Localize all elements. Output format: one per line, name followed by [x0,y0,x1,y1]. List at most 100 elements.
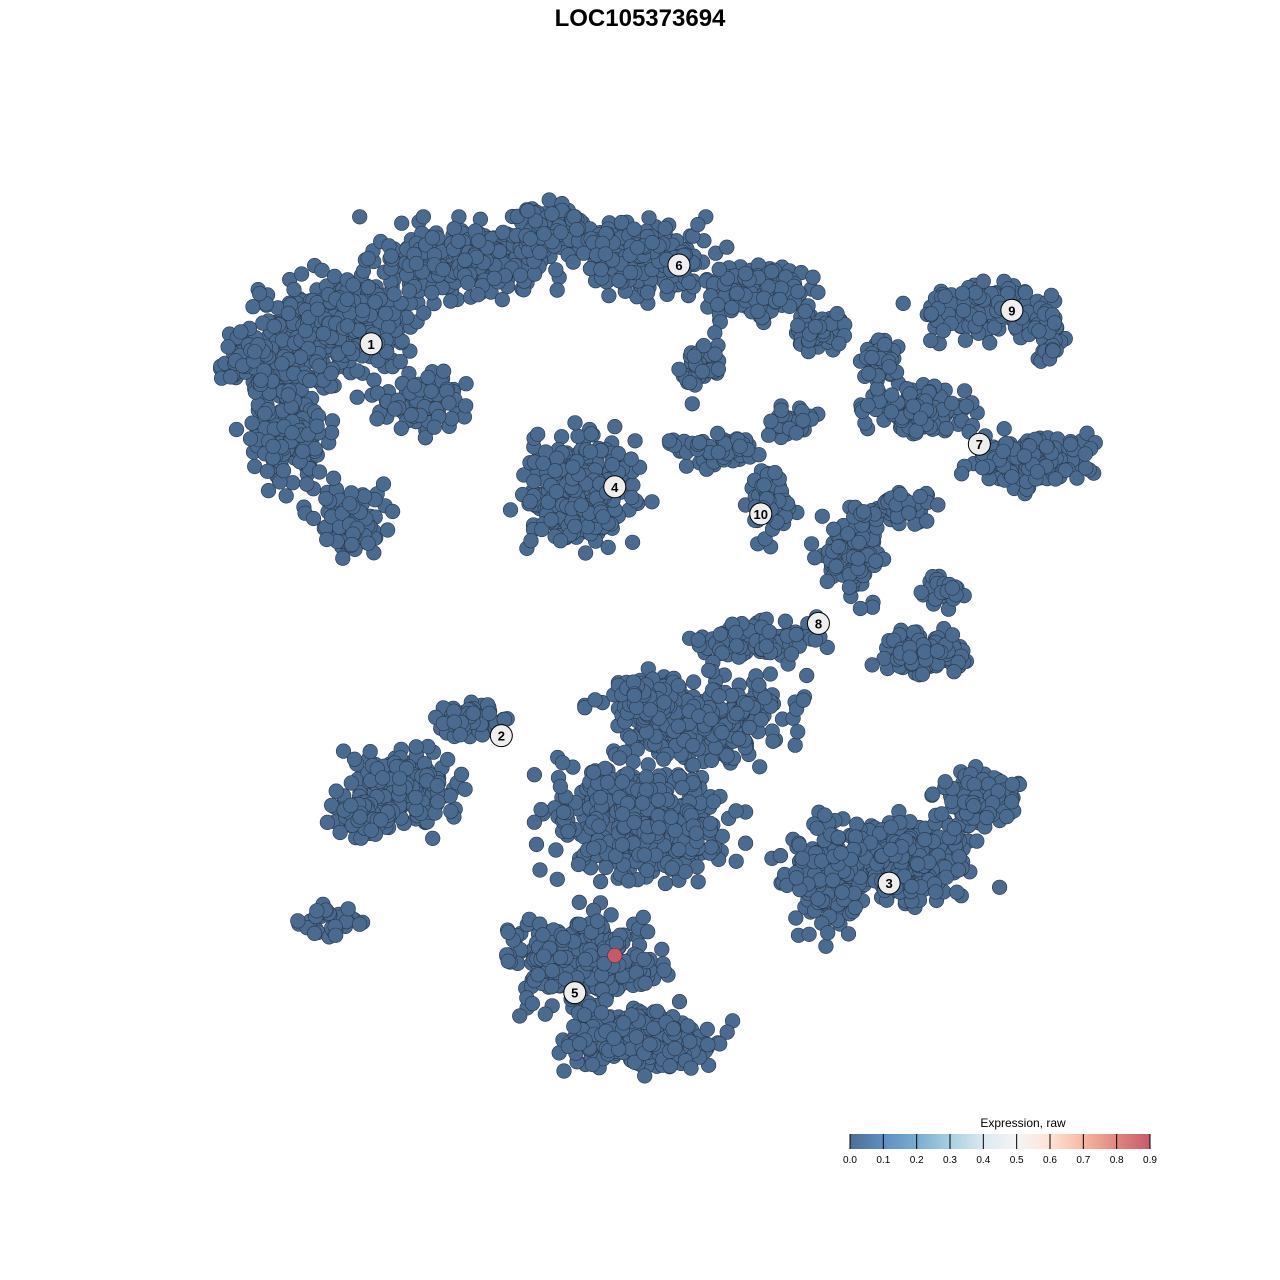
cell-point [424,230,441,246]
cell-point [470,287,486,303]
cell-point [604,457,620,473]
cell-point [458,398,474,414]
cell-point [541,192,557,208]
cell-point [670,718,687,734]
cell-point [705,794,722,810]
cell-point [362,743,378,760]
cell-point [502,502,519,518]
cell-point [1004,469,1020,485]
cell-point [443,293,459,309]
cell-point [360,279,376,295]
cell-point [360,250,376,267]
cell-point [677,864,693,880]
cell-point [708,739,724,756]
cell-point [341,340,357,357]
cell-point [861,366,877,382]
cell-point [1062,436,1079,452]
cell-point [393,420,409,437]
cell-point [339,291,355,307]
cell-point [611,750,628,766]
cell-point [831,336,847,352]
cell-point [682,375,698,391]
cell-point [314,262,330,279]
cell-point [280,305,297,322]
cell-point [366,372,382,388]
cell-point [553,224,569,240]
cell-point [1047,471,1064,487]
cell-point [737,835,754,851]
cell-point [751,677,767,693]
cell-point [958,398,975,414]
cell-point [415,209,432,225]
cell-point [345,277,361,293]
cell-point [1038,439,1055,455]
cell-point [1045,343,1061,359]
cell-point [245,299,261,315]
cell-point [446,714,462,730]
cell-point [408,739,424,755]
cell-point [614,806,631,822]
cell-point [690,632,706,648]
cell-point [481,705,497,722]
cell-point [656,694,672,710]
cell-point [790,284,806,300]
cell-point [954,285,971,301]
cell-point [426,419,442,435]
cell-point [592,873,609,890]
cell-point [795,692,811,708]
cell-point [805,269,821,285]
cell-point [324,425,340,441]
cell-point [728,803,744,819]
cell-point [799,667,815,684]
cell-point [260,483,277,499]
cell-point [657,220,673,236]
cell-point [803,536,820,552]
cell-point [773,402,789,418]
cell-point [380,522,396,538]
cell-point [311,358,327,374]
cell-point [526,266,543,282]
cell-point [819,573,835,590]
cell-point [319,531,335,548]
cell-point [242,431,259,447]
cell-point [767,465,783,481]
cell-point [560,823,576,840]
cell-point [403,407,419,423]
cell-point [323,365,339,382]
cell-point [1046,315,1063,331]
cell-point [522,493,538,510]
cell-point [566,209,582,225]
cell-point [344,536,360,553]
cell-point [690,874,706,890]
cell-point [788,626,804,643]
cell-point [548,484,565,500]
cell-point [825,521,842,537]
cell-point [425,830,441,847]
cell-point [636,847,653,863]
cell-point [711,688,727,704]
cell-point [535,455,551,471]
cell-point [310,301,326,317]
cell-point [523,533,539,549]
cell-point [408,789,424,806]
cell-point [436,363,452,379]
cell-point [1043,287,1059,303]
cell-point [790,318,806,334]
cell-point [430,794,446,810]
cell-point [783,646,800,662]
cell-point [1029,464,1046,480]
cell-point [381,319,397,335]
cell-point [544,206,560,222]
cell-point [567,518,583,535]
cell-point [810,284,826,301]
cell-point [674,780,690,796]
cell-point [440,751,456,768]
cell-point [613,214,630,231]
cell-point [729,638,745,654]
cell-point [641,210,657,226]
cell-point [935,323,951,339]
cell-point [583,426,599,442]
cell-point [829,306,845,322]
cell-point [555,804,572,820]
cell-point [228,421,245,438]
